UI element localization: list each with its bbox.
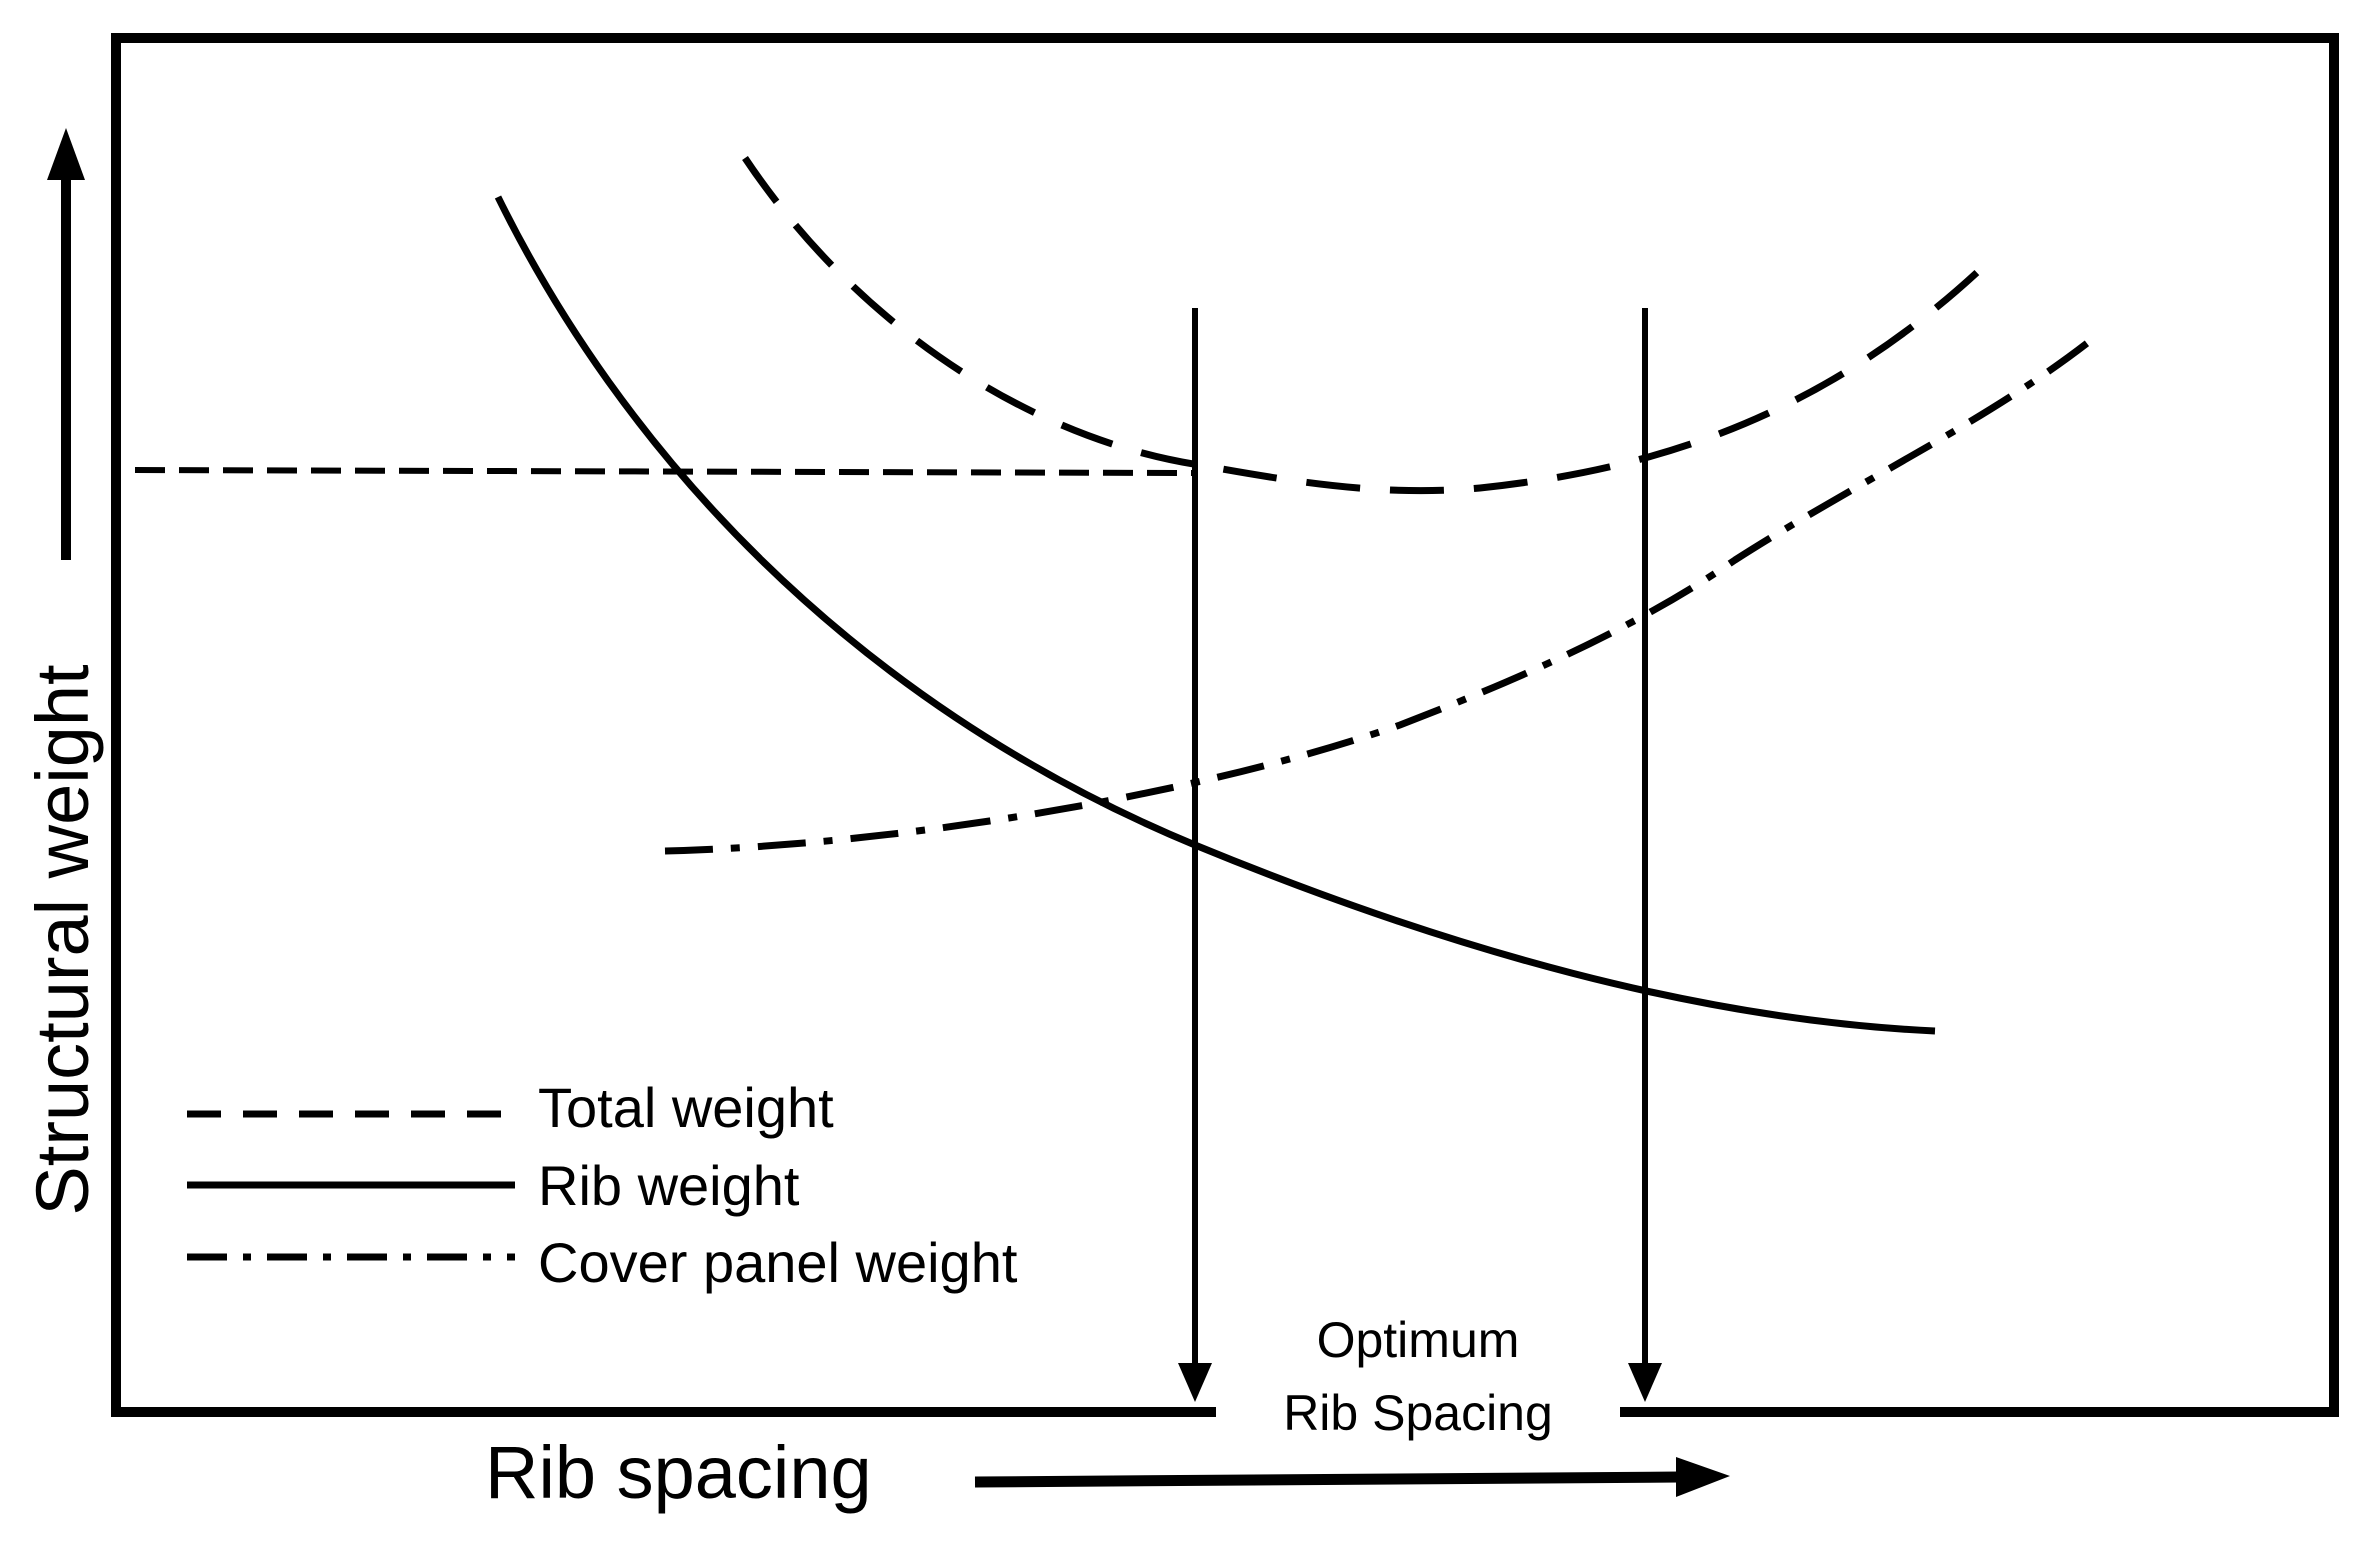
optimum-annotation-line1: Optimum [1317,1312,1520,1368]
legend-item-cover-panel-weight: Cover panel weight [187,1231,1018,1294]
series-cover-panel-weight [664,334,2098,855]
y-axis-label: Structural weight [21,664,104,1216]
legend-label: Rib weight [538,1154,800,1217]
legend-label: Cover panel weight [538,1231,1018,1294]
legend-item-total-weight: Total weight [187,1076,834,1139]
x-axis-label: Rib spacing [485,1431,872,1514]
series-rib-weight [494,195,1936,1035]
legend: Total weight Rib weight Cover panel weig… [187,1076,1018,1294]
arrow-right-icon [1676,1457,1730,1497]
y-axis-arrow [47,128,85,560]
legend-label: Total weight [538,1076,834,1139]
arrow-up-icon [47,128,85,180]
series-total-weight [742,156,1988,495]
reference-line [134,467,1196,476]
optimum-marker-left [1178,308,1212,1402]
plot-frame [111,33,2339,1417]
legend-item-rib-weight: Rib weight [187,1154,800,1217]
optimum-annotation-line2: Rib Spacing [1283,1385,1553,1441]
arrow-down-icon [1628,1363,1662,1402]
optimum-marker-right [1628,308,1662,1402]
arrow-down-icon [1178,1363,1212,1402]
x-axis-arrow [974,1457,1730,1497]
